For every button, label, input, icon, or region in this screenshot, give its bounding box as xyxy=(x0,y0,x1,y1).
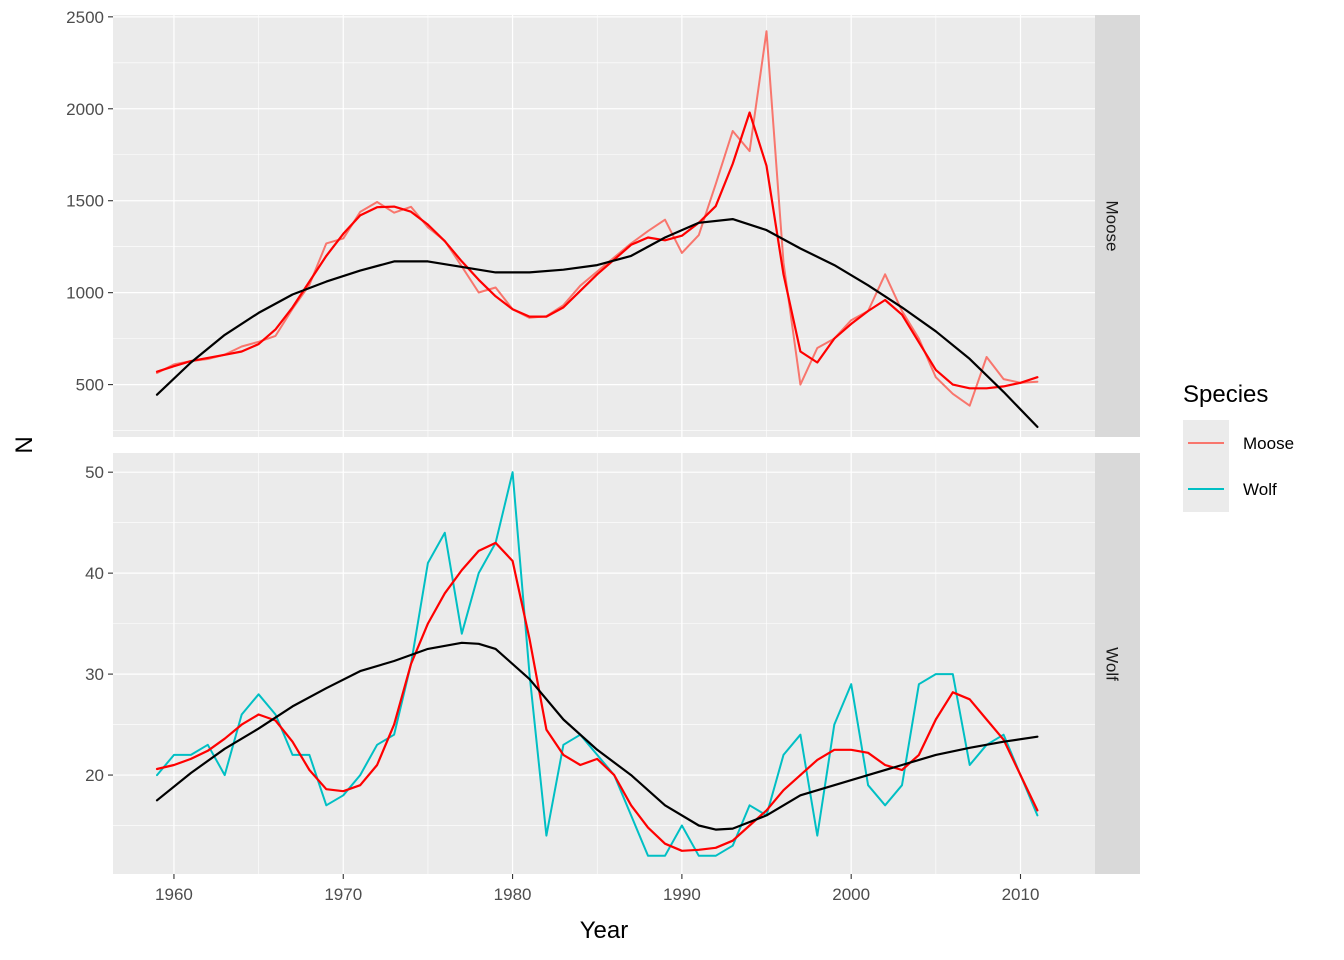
legend-label-wolf: Wolf xyxy=(1243,480,1277,499)
y-tick-label-wolf-30: 30 xyxy=(85,665,104,684)
y-tick-label-moose-1500: 1500 xyxy=(66,192,104,211)
moose-panel-gridlines xyxy=(113,15,1095,437)
series-line-moose-observed xyxy=(156,30,1039,407)
y-tick-label-moose-2500: 2500 xyxy=(66,8,104,27)
panel-background-wolf xyxy=(113,453,1095,874)
panel-background-moose xyxy=(113,15,1095,437)
x-axis-title: Year xyxy=(580,917,629,944)
y-axis-title: N xyxy=(11,436,38,453)
series-line-moose-overall-smooth xyxy=(155,218,1039,428)
legend: Species Moose Wolf xyxy=(1183,381,1294,512)
x-tick-label-1990: 1990 xyxy=(663,885,701,904)
strip-background-wolf xyxy=(1095,453,1140,874)
axis-ticks: 1960 1970 1980 1990 2000 2010 500 1000 1500 2000 2… xyxy=(66,8,1039,904)
x-tick-label-1970: 1970 xyxy=(324,885,362,904)
strip-label-moose: Moose xyxy=(1103,200,1122,251)
y-tick-label-wolf-40: 40 xyxy=(85,564,104,583)
series-line-wolf-observed xyxy=(156,471,1039,857)
legend-label-moose: Moose xyxy=(1243,434,1294,453)
x-tick-label-2000: 2000 xyxy=(832,885,870,904)
y-tick-label-moose-1000: 1000 xyxy=(66,284,104,303)
strip-background-moose xyxy=(1095,15,1140,437)
x-tick-label-2010: 2010 xyxy=(1002,885,1040,904)
y-tick-label-wolf-50: 50 xyxy=(85,463,104,482)
strip-label-wolf: Wolf xyxy=(1103,647,1122,681)
y-tick-label-moose-2000: 2000 xyxy=(66,100,104,119)
y-tick-label-moose-500: 500 xyxy=(76,376,104,395)
moose-panel-lines xyxy=(155,30,1039,428)
wolf-panel-lines xyxy=(155,471,1039,857)
legend-title: Species xyxy=(1183,381,1268,408)
x-tick-label-1980: 1980 xyxy=(494,885,532,904)
y-tick-label-wolf-20: 20 xyxy=(85,766,104,785)
wolf-panel-gridlines xyxy=(113,453,1095,874)
series-line-wolf-local-smooth xyxy=(155,541,1039,852)
x-tick-label-1960: 1960 xyxy=(155,885,193,904)
series-line-wolf-overall-smooth xyxy=(155,641,1039,831)
